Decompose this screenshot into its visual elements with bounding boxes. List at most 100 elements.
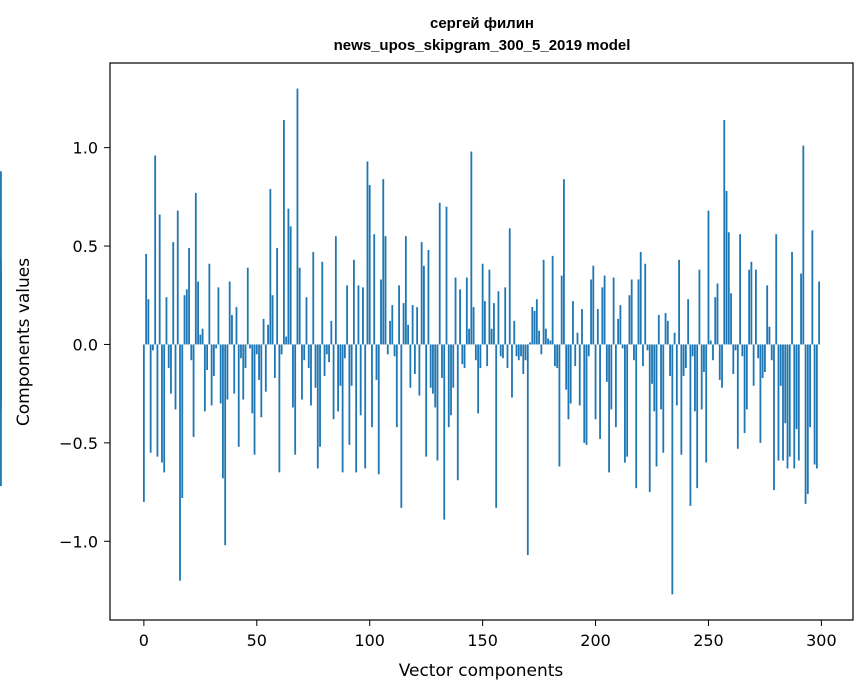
bar-270 bbox=[752, 344, 755, 386]
bar-64 bbox=[287, 208, 290, 345]
bar-39 bbox=[231, 314, 233, 345]
bar-50 bbox=[255, 344, 258, 355]
bar-54 bbox=[264, 344, 267, 392]
bar-86 bbox=[337, 344, 339, 412]
bar-236 bbox=[675, 344, 678, 406]
bar-160 bbox=[504, 287, 507, 345]
bar-188 bbox=[567, 344, 570, 420]
bar-295 bbox=[809, 344, 811, 428]
bar-134 bbox=[445, 206, 448, 345]
bar-14 bbox=[174, 344, 177, 410]
bar-221 bbox=[642, 344, 644, 367]
bar-99 bbox=[366, 161, 369, 345]
bar-9 bbox=[163, 344, 166, 473]
bar-56 bbox=[269, 188, 272, 345]
bar-269 bbox=[750, 261, 753, 345]
bar-92 bbox=[350, 344, 353, 386]
bar-267 bbox=[745, 344, 748, 410]
bar-178 bbox=[544, 328, 547, 345]
bar-undefined bbox=[0, 171, 2, 345]
bar-138 bbox=[454, 277, 457, 345]
bar-71 bbox=[303, 344, 306, 361]
bar-53 bbox=[262, 318, 265, 345]
bar-296 bbox=[811, 230, 814, 345]
bar-264 bbox=[739, 234, 741, 345]
bar-286 bbox=[788, 344, 791, 457]
bar-276 bbox=[766, 285, 769, 345]
bar-48 bbox=[251, 344, 254, 414]
bar-17 bbox=[181, 344, 184, 498]
bar-34 bbox=[219, 344, 222, 404]
bar-41 bbox=[235, 307, 238, 345]
bar-222 bbox=[644, 263, 647, 345]
bar-203 bbox=[601, 287, 604, 345]
bar-144 bbox=[468, 328, 470, 345]
bar-255 bbox=[718, 344, 721, 380]
bar-136 bbox=[450, 344, 452, 416]
bar-51 bbox=[258, 344, 260, 380]
bar-27 bbox=[203, 344, 206, 412]
bar-253 bbox=[714, 297, 717, 345]
bar-115 bbox=[402, 303, 405, 345]
bar-52 bbox=[260, 344, 263, 418]
bar-209 bbox=[614, 344, 617, 428]
bar-6 bbox=[156, 344, 159, 457]
bar-26 bbox=[201, 328, 204, 345]
bar-42 bbox=[237, 344, 240, 447]
bar-100 bbox=[368, 185, 371, 345]
bars-group bbox=[0, 88, 821, 595]
bar-95 bbox=[357, 285, 360, 345]
bar-87 bbox=[339, 344, 342, 386]
bar-254 bbox=[716, 283, 719, 345]
bar-164 bbox=[513, 320, 516, 345]
bar-79 bbox=[321, 261, 324, 345]
bar-1 bbox=[145, 253, 148, 345]
bar-16 bbox=[179, 344, 181, 581]
bar-35 bbox=[222, 344, 224, 479]
bar-187 bbox=[565, 344, 568, 390]
bar-61 bbox=[280, 344, 283, 355]
bar-157 bbox=[497, 291, 500, 345]
bar-204 bbox=[603, 275, 606, 345]
bar-289 bbox=[795, 344, 798, 430]
bar-213 bbox=[624, 344, 626, 463]
bar-125 bbox=[425, 344, 428, 457]
bar-5 bbox=[154, 155, 157, 345]
bar-216 bbox=[630, 279, 633, 345]
bar-215 bbox=[628, 295, 631, 345]
bar-4 bbox=[152, 344, 154, 351]
bar-228 bbox=[657, 314, 660, 345]
bar-223 bbox=[646, 344, 649, 351]
bar-279 bbox=[773, 344, 775, 491]
bar-291 bbox=[800, 273, 802, 345]
bar-111 bbox=[393, 344, 396, 357]
bar-2 bbox=[147, 299, 150, 345]
bar-40 bbox=[233, 344, 236, 394]
bar-299 bbox=[818, 281, 821, 345]
bar-208 bbox=[612, 277, 615, 345]
bar-116 bbox=[404, 236, 407, 345]
bar-104 bbox=[377, 344, 380, 475]
bar-12 bbox=[170, 344, 172, 394]
bar-283 bbox=[782, 344, 784, 461]
bar-240 bbox=[684, 344, 687, 369]
bar-143 bbox=[465, 277, 468, 345]
plot-frame bbox=[109, 62, 854, 621]
y-tick-label: 0.5 bbox=[73, 237, 98, 256]
bar-97 bbox=[362, 287, 364, 345]
bar-7 bbox=[158, 214, 161, 345]
bar-210 bbox=[617, 318, 620, 345]
bar-207 bbox=[610, 344, 613, 410]
bar-66 bbox=[292, 344, 294, 408]
bar-271 bbox=[754, 269, 757, 345]
bar-193 bbox=[578, 344, 581, 406]
x-tick-label: 150 bbox=[467, 631, 498, 650]
chart-subtitle: news_upos_skipgram_300_5_2019 model bbox=[334, 37, 631, 54]
bar-290 bbox=[797, 344, 800, 461]
bar-124 bbox=[423, 265, 425, 345]
bar-70 bbox=[301, 344, 303, 400]
bar-102 bbox=[373, 234, 376, 345]
y-axis-label: Components values bbox=[14, 258, 34, 426]
x-tick-label: 250 bbox=[693, 631, 724, 650]
bar-101 bbox=[371, 344, 373, 428]
